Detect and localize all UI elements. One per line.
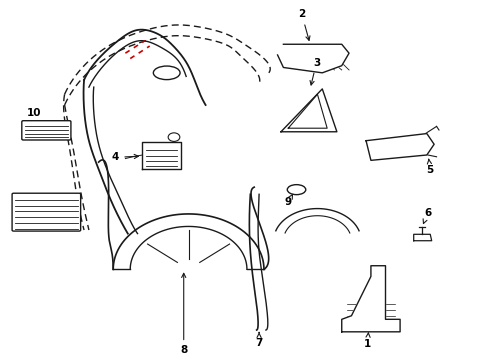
Text: 2: 2	[298, 9, 309, 40]
Polygon shape	[366, 134, 433, 160]
Text: 10: 10	[27, 108, 44, 134]
Circle shape	[168, 133, 180, 141]
Text: 1: 1	[363, 333, 370, 349]
FancyBboxPatch shape	[12, 193, 81, 231]
Ellipse shape	[153, 66, 180, 80]
Ellipse shape	[287, 185, 305, 195]
Text: 4: 4	[112, 152, 138, 162]
Polygon shape	[277, 44, 348, 73]
Text: 6: 6	[422, 208, 430, 224]
Text: 9: 9	[284, 194, 292, 207]
Text: 5: 5	[426, 159, 433, 175]
Text: 8: 8	[180, 273, 187, 355]
Polygon shape	[341, 266, 399, 332]
Polygon shape	[281, 89, 336, 132]
Text: 3: 3	[309, 58, 320, 85]
Text: 7: 7	[255, 333, 262, 348]
FancyBboxPatch shape	[22, 121, 71, 140]
